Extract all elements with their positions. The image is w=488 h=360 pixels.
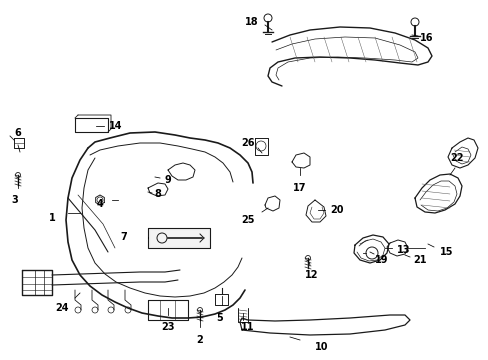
Text: 11: 11 bbox=[241, 322, 254, 332]
Text: 9: 9 bbox=[164, 175, 171, 185]
Text: 1: 1 bbox=[48, 213, 55, 223]
Text: 20: 20 bbox=[329, 205, 343, 215]
Text: 16: 16 bbox=[419, 33, 433, 43]
Text: 7: 7 bbox=[121, 232, 127, 242]
Text: 12: 12 bbox=[305, 270, 318, 280]
Text: 8: 8 bbox=[154, 189, 161, 199]
Text: 2: 2 bbox=[196, 335, 203, 345]
Text: 5: 5 bbox=[216, 313, 223, 323]
Text: 26: 26 bbox=[241, 138, 254, 148]
Text: 21: 21 bbox=[412, 255, 426, 265]
Text: 4: 4 bbox=[97, 199, 103, 209]
Text: 18: 18 bbox=[244, 17, 258, 27]
Text: 14: 14 bbox=[109, 121, 122, 131]
Text: 3: 3 bbox=[12, 195, 19, 205]
Text: 17: 17 bbox=[293, 183, 306, 193]
Text: 22: 22 bbox=[449, 153, 463, 163]
Text: 10: 10 bbox=[315, 342, 328, 352]
Text: 23: 23 bbox=[161, 322, 174, 332]
Text: 25: 25 bbox=[241, 215, 254, 225]
Text: 24: 24 bbox=[55, 303, 69, 313]
Text: 13: 13 bbox=[396, 245, 410, 255]
Text: 6: 6 bbox=[15, 128, 21, 138]
Text: 19: 19 bbox=[374, 255, 388, 265]
Text: 15: 15 bbox=[439, 247, 453, 257]
